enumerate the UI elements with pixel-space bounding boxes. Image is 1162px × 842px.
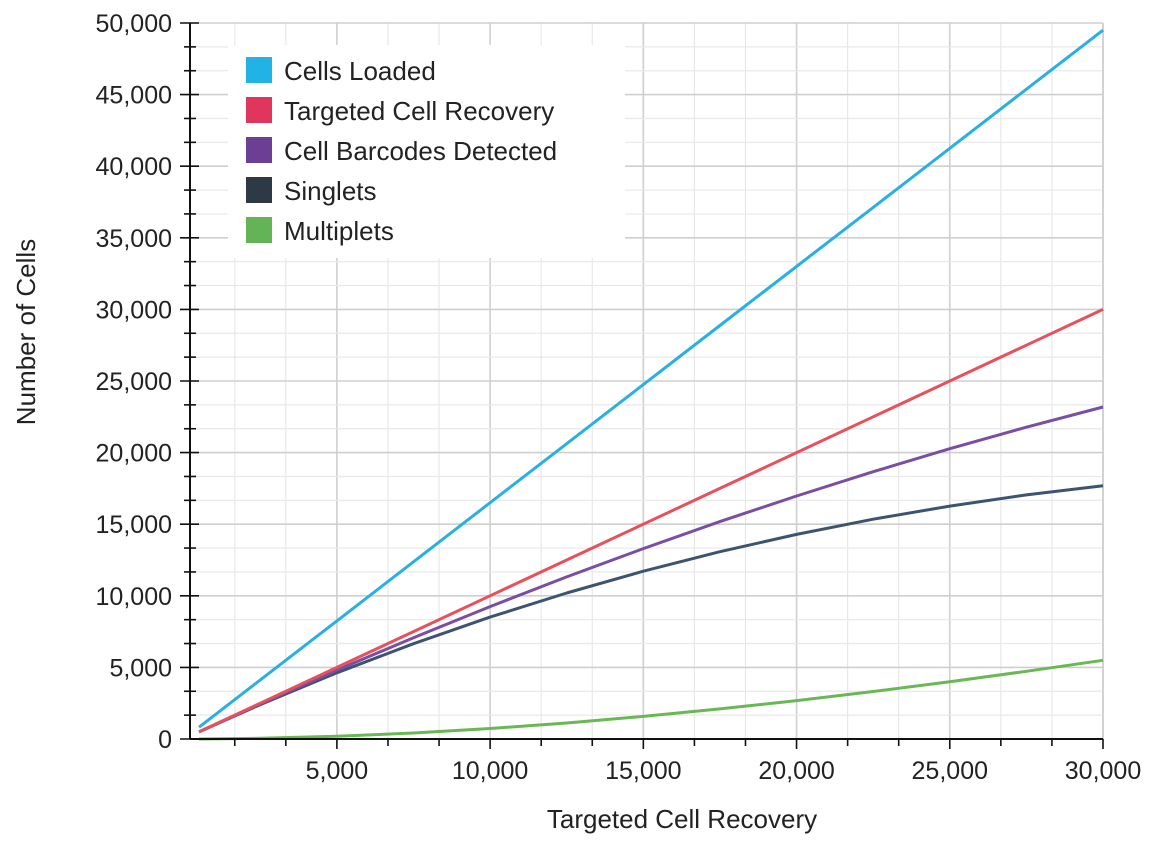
legend-swatch (246, 137, 272, 163)
legend-label: Cell Barcodes Detected (284, 136, 557, 166)
legend-swatch (246, 97, 272, 123)
series-line-singlets (198, 484, 1104, 734)
series-line-multiplets (198, 658, 1104, 741)
y-axis-label: Number of Cells (11, 239, 41, 425)
tick-labels: 5,000 10,000 15,000 20,000 25,000 30,000 0 5,00… (96, 10, 1142, 785)
x-tick-label: 5,000 (306, 757, 369, 785)
y-tick-label: 10,000 (96, 583, 172, 611)
legend-swatch (246, 217, 272, 243)
x-tick-label: 15,000 (605, 757, 681, 785)
legend-label: Singlets (284, 176, 377, 206)
y-tick-label: 45,000 (96, 82, 172, 110)
series-line-cell-barcodes-detected (198, 405, 1104, 734)
legend-label: Targeted Cell Recovery (284, 96, 554, 126)
y-tick-label: 40,000 (96, 153, 172, 181)
legend-swatch (246, 177, 272, 203)
series-line-cells-loaded (198, 29, 1104, 729)
legend-label: Cells Loaded (284, 56, 436, 86)
x-tick-label: 25,000 (912, 757, 988, 785)
y-tick-label: 0 (158, 726, 172, 754)
legend: Cells Loaded Targeted Cell Recovery Cell B… (228, 45, 625, 258)
y-tick-label: 50,000 (96, 10, 172, 38)
legend-label: Multiplets (284, 216, 394, 246)
legend-box (228, 45, 625, 258)
series-line-targeted-cell-recovery (198, 308, 1104, 734)
y-tick-label: 25,000 (96, 368, 172, 396)
y-tick-label: 30,000 (96, 296, 172, 324)
y-tick-label: 20,000 (96, 440, 172, 468)
series-lines (198, 29, 1104, 741)
axes (180, 22, 1104, 749)
legend-swatch (246, 57, 272, 83)
y-tick-label: 5,000 (109, 654, 172, 682)
x-tick-label: 20,000 (758, 757, 834, 785)
x-tick-label: 30,000 (1065, 757, 1141, 785)
y-tick-label: 15,000 (96, 511, 172, 539)
y-tick-label: 35,000 (96, 225, 172, 253)
x-tick-label: 10,000 (452, 757, 528, 785)
x-axis-label: Targeted Cell Recovery (547, 804, 817, 834)
